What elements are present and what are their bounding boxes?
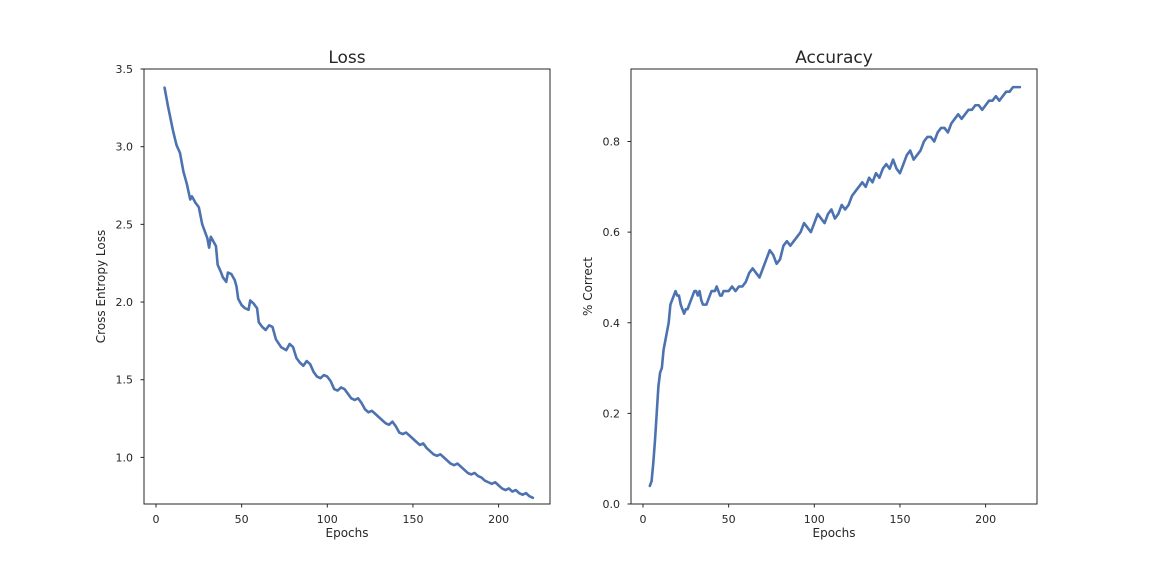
accuracy-x-tick-label-150: 150 (889, 513, 910, 526)
accuracy-chart: Accuracy 0 50 100 150 200 0.0 0.2 0.4 0.6 0.8 Epoch… (581, 48, 1038, 540)
accuracy-x-axis-label: Epochs (813, 526, 856, 540)
loss-x-tick-label-50: 50 (235, 513, 249, 526)
loss-x-axis-label: Epochs (326, 526, 369, 540)
loss-x-tick-label-0: 0 (152, 513, 159, 526)
loss-x-tick-label-200: 200 (488, 513, 509, 526)
loss-y-axis-label: Cross Entropy Loss (94, 230, 108, 343)
accuracy-y-tick-label-0-8: 0.8 (603, 136, 621, 149)
loss-chart: Loss 0 50 100 150 200 1.0 1.5 2.0 2.5 3.0 3.5 Epochs… (94, 48, 551, 540)
loss-y-tick-label-2-5: 2.5 (116, 218, 134, 231)
loss-title: Loss (328, 48, 365, 68)
accuracy-x-tick-label-0: 0 (639, 513, 646, 526)
accuracy-y-tick-label-0-6: 0.6 (603, 226, 621, 239)
accuracy-y-tick-label-0-4: 0.4 (603, 317, 621, 330)
accuracy-title: Accuracy (795, 48, 873, 68)
loss-y-tick-label-1-0: 1.0 (116, 451, 134, 464)
loss-series-line (163, 86, 535, 500)
accuracy-y-tick-label-0-0: 0.0 (603, 498, 621, 511)
loss-y-tick-label-2-0: 2.0 (116, 296, 134, 309)
accuracy-y-axis-label: % Correct (581, 257, 595, 316)
accuracy-x-tick-label-50: 50 (722, 513, 736, 526)
accuracy-x-tick-label-100: 100 (804, 513, 825, 526)
accuracy-series-line (648, 85, 1022, 488)
accuracy-plot-frame (630, 68, 1038, 505)
loss-y-tick-label-3-0: 3.0 (116, 141, 134, 154)
loss-x-tick-label-150: 150 (402, 513, 423, 526)
loss-plot-frame (143, 68, 551, 505)
loss-y-tick-label-1-5: 1.5 (116, 374, 134, 387)
accuracy-x-tick-label-200: 200 (975, 513, 996, 526)
accuracy-y-tick-label-0-2: 0.2 (603, 407, 621, 420)
loss-y-tick-label-3-5: 3.5 (116, 63, 134, 76)
loss-x-tick-label-100: 100 (317, 513, 338, 526)
